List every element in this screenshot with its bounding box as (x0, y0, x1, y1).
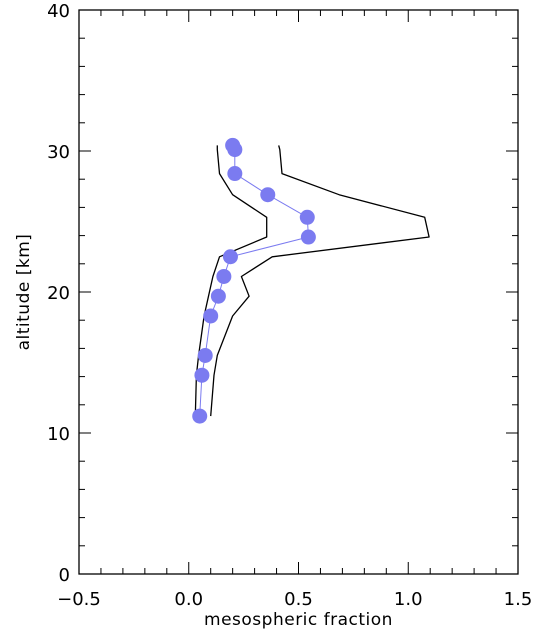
y-tick-label: 0 (59, 565, 70, 586)
axis-ticks (78, 9, 519, 575)
mean-point (222, 249, 238, 265)
y-axis-label: altitude [km] (14, 234, 34, 351)
y-tick-label: 10 (47, 424, 70, 445)
mean-point (299, 209, 315, 225)
mean-point (225, 137, 241, 153)
axis-tick-labels: −0.5 0.0 0.5 1.0 1.5 0 10 20 30 40 (47, 1, 532, 610)
mean-point (192, 408, 208, 424)
mean-point (210, 288, 226, 304)
y-tick-label: 40 (47, 1, 70, 22)
x-tick-label: 0.5 (284, 589, 313, 610)
x-axis-label: mesospheric fraction (204, 610, 393, 630)
mean-point (300, 229, 316, 245)
mean-point (216, 268, 232, 284)
mean-point (227, 166, 243, 182)
x-tick-label: 1.0 (394, 589, 423, 610)
x-tick-label: 1.5 (504, 589, 533, 610)
y-tick-label: 30 (47, 142, 70, 163)
series-markers (192, 137, 316, 424)
mean-point (260, 187, 276, 203)
mean-point (197, 347, 213, 363)
x-tick-label: 0.0 (174, 589, 203, 610)
plot-frame (78, 9, 519, 575)
upper-bound-line (210, 145, 430, 417)
y-tick-label: 20 (47, 283, 70, 304)
x-tick-label: −0.5 (57, 589, 101, 610)
mean-point (203, 308, 219, 324)
mean-point (194, 367, 210, 383)
